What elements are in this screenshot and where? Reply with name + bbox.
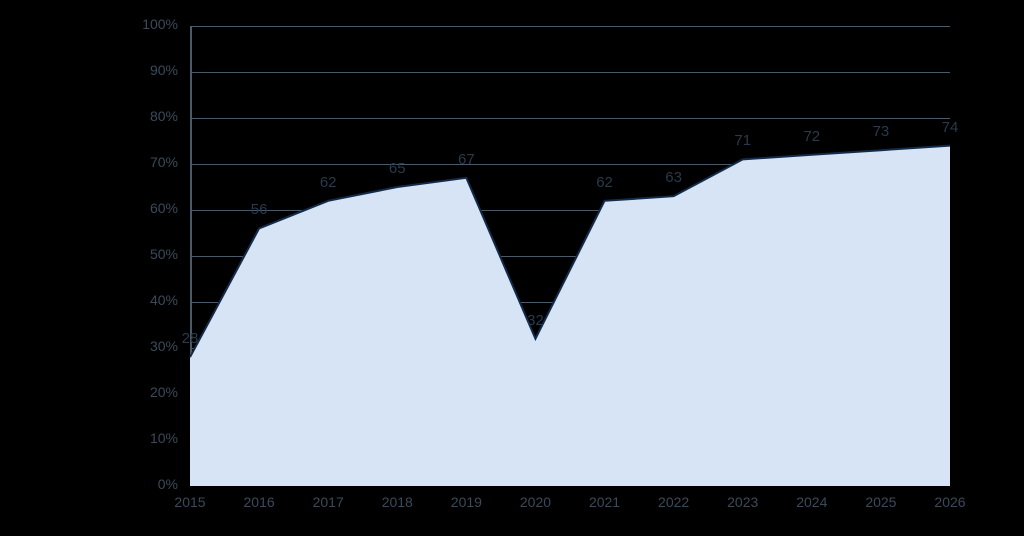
x-axis-label: 2016 — [229, 494, 289, 510]
data-label: 32 — [515, 312, 555, 329]
data-label: 74 — [930, 119, 970, 136]
data-label: 28 — [170, 330, 210, 347]
y-axis-label: 40% — [118, 292, 178, 308]
y-axis-label: 20% — [118, 384, 178, 400]
x-axis-label: 2020 — [505, 494, 565, 510]
area-chart: 0% 10% 20% 30% 40% 50% 60% 70% 80% 90% 100% 2015 201… — [0, 0, 1024, 536]
y-axis-label: 100% — [118, 16, 178, 32]
x-axis-label: 2015 — [160, 494, 220, 510]
area-fill — [190, 146, 950, 486]
x-axis-label: 2019 — [436, 494, 496, 510]
y-axis-label: 50% — [118, 246, 178, 262]
data-label: 73 — [861, 123, 901, 140]
data-label: 72 — [792, 128, 832, 145]
data-label: 67 — [446, 151, 486, 168]
area-series — [190, 26, 950, 486]
y-axis-label: 30% — [118, 338, 178, 354]
data-label: 62 — [308, 174, 348, 191]
x-axis-label: 2023 — [713, 494, 773, 510]
x-axis-label: 2026 — [920, 494, 980, 510]
data-label: 71 — [723, 132, 763, 149]
y-axis-label: 60% — [118, 200, 178, 216]
data-label: 63 — [654, 169, 694, 186]
y-axis-label: 90% — [118, 62, 178, 78]
data-label: 62 — [585, 174, 625, 191]
x-axis-label: 2024 — [782, 494, 842, 510]
plot-area: 0%10%20%30%40%50%60%70%80%90%100%2015201… — [190, 26, 950, 486]
y-axis-label: 0% — [118, 476, 178, 492]
data-label: 65 — [377, 160, 417, 177]
x-axis-label: 2018 — [367, 494, 427, 510]
y-axis-label: 70% — [118, 154, 178, 170]
x-axis-label: 2025 — [851, 494, 911, 510]
x-axis-label: 2022 — [644, 494, 704, 510]
y-axis-label: 80% — [118, 108, 178, 124]
data-label: 56 — [239, 201, 279, 218]
y-axis-label: 10% — [118, 430, 178, 446]
x-axis-label: 2021 — [575, 494, 635, 510]
x-axis-label: 2017 — [298, 494, 358, 510]
